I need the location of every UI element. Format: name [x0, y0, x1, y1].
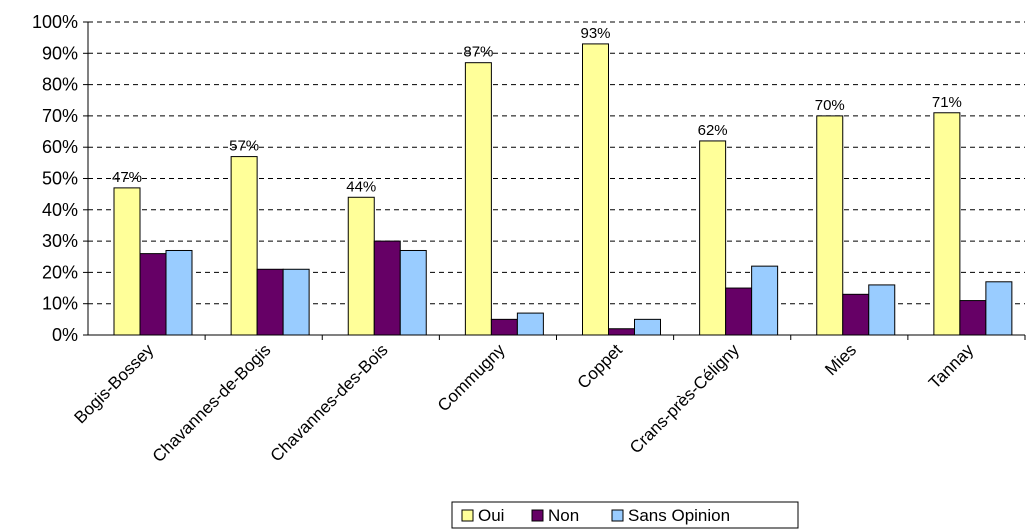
- y-tick-label: 30%: [42, 231, 78, 251]
- bar-non: [373, 240, 401, 336]
- bar-non: [725, 287, 753, 336]
- bar-sans-opinion: [516, 312, 544, 336]
- bar-non: [490, 318, 518, 336]
- data-label: 71%: [932, 94, 962, 111]
- y-tick-label: 20%: [42, 262, 78, 282]
- legend-label: Non: [548, 506, 579, 525]
- gridlines: [88, 21, 1025, 305]
- category-label: Chavannes-de-Bogis: [149, 340, 275, 466]
- data-label: 62%: [698, 122, 728, 139]
- y-tick-label: 10%: [42, 294, 78, 314]
- bar-sans-opinion: [751, 265, 779, 336]
- bar-sans-opinion: [985, 281, 1013, 336]
- category-label: Tannay: [925, 340, 978, 393]
- bar-oui: [464, 62, 492, 336]
- category-label: Bogis-Bossey: [70, 340, 157, 427]
- bar-sans-opinion: [634, 318, 661, 336]
- category-label: Commugny: [434, 340, 509, 415]
- bar-oui: [582, 43, 609, 336]
- bar-oui: [113, 187, 141, 336]
- bar-non: [139, 253, 167, 336]
- y-tick-label: 100%: [32, 12, 78, 32]
- data-labels: 47% 57% 44% 87% 93% 62% 70% 71%: [112, 25, 962, 195]
- data-label: 44%: [346, 178, 376, 195]
- y-tick-label: 60%: [42, 137, 78, 157]
- legend-label: Oui: [478, 506, 504, 525]
- bar-oui: [347, 196, 375, 336]
- legend-swatch-non: [531, 509, 544, 522]
- legend-swatch-oui: [461, 509, 474, 522]
- bar-oui: [933, 112, 961, 336]
- data-label: 57%: [229, 138, 259, 155]
- category-label: Mies: [821, 340, 860, 379]
- y-axis: 0% 10% 20% 30% 40% 50% 60% 70% 80% 90% 100%: [32, 12, 89, 345]
- category-label: Crans-près-Céligny: [626, 340, 743, 457]
- x-axis: Bogis-BosseyChavannes-de-BogisChavannes-…: [70, 334, 1026, 466]
- y-tick-label: 40%: [42, 200, 78, 220]
- bar-sans-opinion: [399, 249, 427, 336]
- bar-non: [959, 300, 987, 336]
- legend-label: Sans Opinion: [628, 506, 730, 525]
- y-tick-label: 90%: [42, 43, 78, 63]
- y-tick-label: 50%: [42, 169, 78, 189]
- bars: [113, 43, 1013, 336]
- y-tick-label: 80%: [42, 75, 78, 95]
- bar-non: [608, 328, 635, 336]
- legend: Oui Non Sans Opinion: [451, 501, 799, 529]
- bar-sans-opinion: [165, 249, 193, 336]
- bar-oui: [699, 140, 727, 336]
- legend-swatch-sans-opinion: [611, 509, 624, 522]
- bar-oui: [816, 115, 844, 336]
- bar-sans-opinion: [868, 284, 896, 336]
- bar-sans-opinion: [282, 268, 310, 336]
- bar-non: [256, 268, 284, 336]
- legend-box: [451, 501, 799, 529]
- data-label: 70%: [815, 97, 845, 114]
- data-label: 47%: [112, 169, 142, 186]
- category-label: Coppet: [574, 340, 626, 392]
- y-tick-label: 0%: [52, 325, 78, 345]
- data-label: 93%: [580, 25, 610, 42]
- bar-non: [842, 293, 870, 336]
- y-tick-label: 70%: [42, 106, 78, 126]
- bar-oui: [230, 156, 258, 336]
- category-label: Chavannes-des-Bois: [267, 340, 392, 465]
- data-label: 87%: [463, 44, 493, 61]
